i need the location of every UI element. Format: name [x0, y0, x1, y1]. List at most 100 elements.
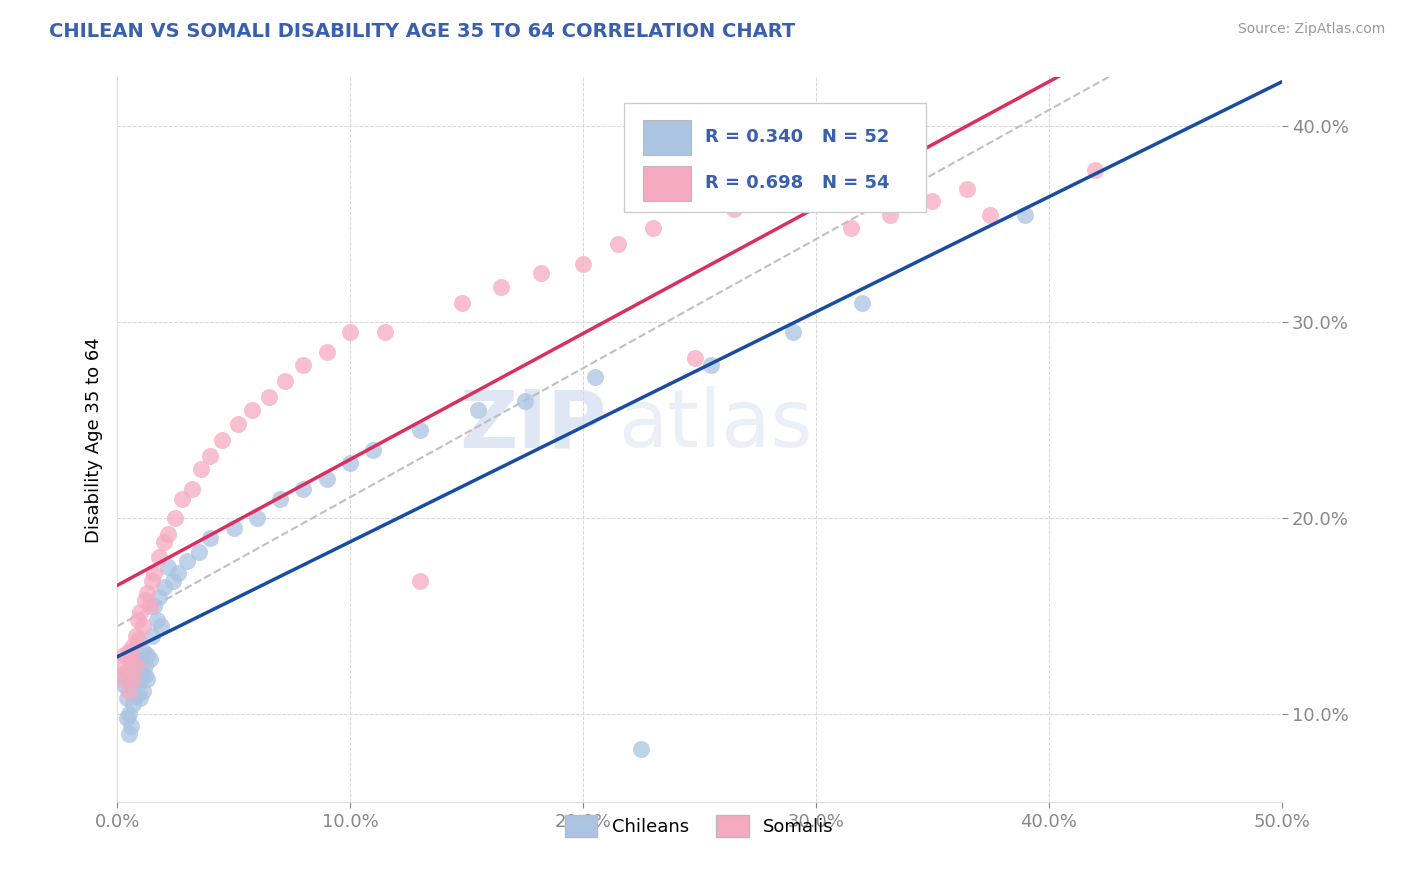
Point	[839, 221, 862, 235]
Y-axis label: Disability Age 35 to 64: Disability Age 35 to 64	[86, 337, 103, 542]
Point	[292, 359, 315, 373]
Point	[115, 691, 138, 706]
Point	[956, 182, 979, 196]
Point	[118, 644, 141, 658]
Point	[152, 580, 174, 594]
Point	[879, 208, 901, 222]
Point	[176, 554, 198, 568]
Point	[257, 390, 280, 404]
Point	[339, 325, 361, 339]
Point	[129, 605, 152, 619]
Point	[793, 178, 815, 193]
Point	[246, 511, 269, 525]
Point	[409, 574, 432, 588]
Point	[127, 652, 149, 666]
Point	[129, 691, 152, 706]
Point	[450, 295, 472, 310]
Point	[211, 433, 233, 447]
Point	[111, 672, 134, 686]
Text: R = 0.698   N = 54: R = 0.698 N = 54	[706, 174, 890, 192]
Point	[127, 678, 149, 692]
Point	[118, 727, 141, 741]
Point	[572, 256, 595, 270]
FancyBboxPatch shape	[644, 166, 692, 201]
Point	[125, 658, 148, 673]
Point	[127, 613, 149, 627]
Point	[606, 236, 628, 251]
Point	[132, 644, 155, 658]
Point	[132, 619, 155, 633]
Point	[143, 599, 166, 614]
Point	[141, 629, 163, 643]
Point	[1084, 162, 1107, 177]
Point	[129, 664, 152, 678]
Point	[491, 280, 513, 294]
Point	[374, 325, 396, 339]
Point	[118, 707, 141, 722]
Point	[530, 266, 553, 280]
Point	[165, 511, 187, 525]
Point	[467, 403, 489, 417]
Point	[292, 482, 315, 496]
Point	[127, 632, 149, 647]
Point	[226, 417, 249, 432]
Point	[269, 491, 291, 506]
FancyBboxPatch shape	[644, 120, 692, 155]
Point	[132, 683, 155, 698]
Point	[513, 393, 536, 408]
FancyBboxPatch shape	[624, 103, 927, 211]
Point	[141, 574, 163, 588]
Point	[108, 658, 131, 673]
Point	[120, 719, 142, 733]
Point	[315, 344, 337, 359]
Point	[146, 613, 169, 627]
Point	[200, 449, 222, 463]
Text: R = 0.340   N = 52: R = 0.340 N = 52	[706, 128, 890, 146]
Point	[180, 482, 202, 496]
Point	[122, 672, 145, 686]
Legend: Chileans, Somalis: Chileans, Somalis	[558, 807, 841, 844]
Point	[190, 462, 212, 476]
Point	[125, 688, 148, 702]
Point	[921, 194, 943, 208]
Text: Source: ZipAtlas.com: Source: ZipAtlas.com	[1237, 22, 1385, 37]
Point	[120, 678, 142, 692]
Point	[723, 202, 745, 216]
Point	[152, 534, 174, 549]
Point	[222, 521, 245, 535]
Point	[641, 221, 664, 235]
Point	[122, 698, 145, 712]
Point	[122, 639, 145, 653]
Point	[112, 648, 135, 663]
Point	[274, 374, 297, 388]
Text: atlas: atlas	[617, 386, 813, 465]
Point	[143, 566, 166, 580]
Text: CHILEAN VS SOMALI DISABILITY AGE 35 TO 64 CORRELATION CHART: CHILEAN VS SOMALI DISABILITY AGE 35 TO 6…	[49, 22, 796, 41]
Point	[134, 658, 156, 673]
Point	[148, 550, 170, 565]
Point	[166, 566, 188, 580]
Point	[157, 527, 180, 541]
Point	[979, 208, 1001, 222]
Point	[122, 658, 145, 673]
Point	[162, 574, 184, 588]
Point	[782, 325, 804, 339]
Point	[172, 491, 194, 506]
Point	[700, 359, 723, 373]
Point	[583, 370, 606, 384]
Point	[139, 599, 162, 614]
Point	[187, 544, 209, 558]
Point	[112, 678, 135, 692]
Point	[118, 683, 141, 698]
Point	[758, 188, 780, 202]
Point	[125, 629, 148, 643]
Point	[363, 442, 385, 457]
Point	[111, 668, 134, 682]
Point	[240, 403, 263, 417]
Point	[148, 590, 170, 604]
Point	[409, 423, 432, 437]
Point	[630, 742, 652, 756]
Point	[134, 668, 156, 682]
Point	[315, 472, 337, 486]
Point	[157, 560, 180, 574]
